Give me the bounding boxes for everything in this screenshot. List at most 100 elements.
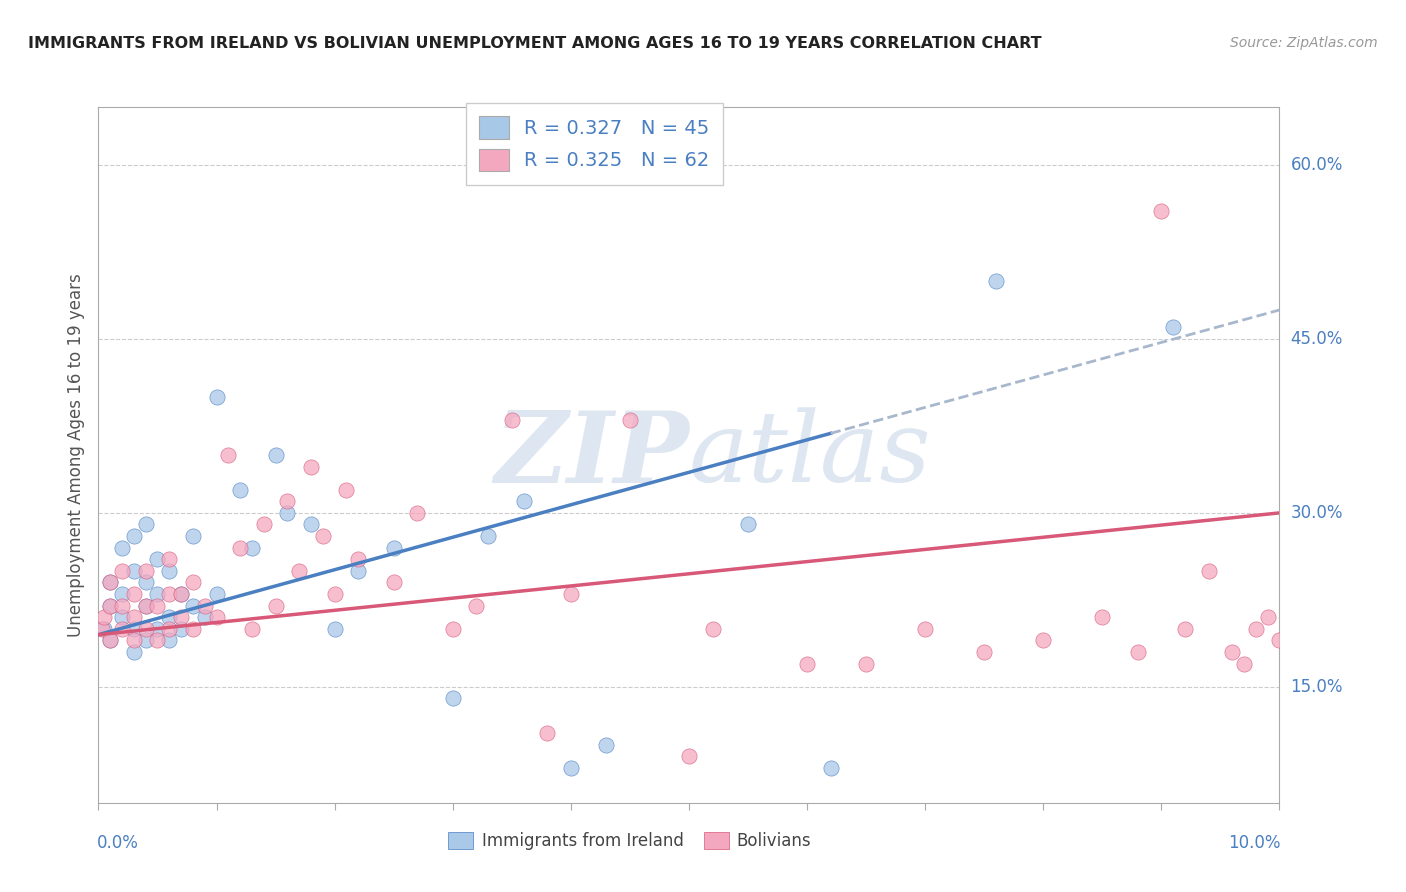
Point [135, 599, 157, 613]
Point [146, 622, 169, 636]
Point [98, 575, 121, 590]
Point [111, 610, 134, 624]
Text: 60.0%: 60.0% [1291, 156, 1343, 174]
Point [288, 564, 311, 578]
Point [122, 622, 145, 636]
Point [619, 413, 641, 427]
Point [253, 517, 276, 532]
Point [135, 599, 157, 613]
Text: 10.0%: 10.0% [1229, 834, 1281, 852]
Point [820, 761, 842, 775]
Point [98, 633, 121, 648]
Point [146, 633, 169, 648]
Point [111, 564, 134, 578]
Point [1257, 610, 1279, 624]
Point [276, 494, 298, 508]
Point [512, 494, 534, 508]
Point [122, 529, 145, 543]
Point [205, 390, 228, 404]
Point [181, 622, 204, 636]
Point [98, 599, 121, 613]
Y-axis label: Unemployment Among Ages 16 to 19 years: Unemployment Among Ages 16 to 19 years [66, 273, 84, 637]
Point [194, 610, 217, 624]
Point [595, 738, 617, 752]
Point [170, 610, 193, 624]
Point [122, 633, 145, 648]
Point [98, 599, 121, 613]
Point [157, 622, 180, 636]
Text: 45.0%: 45.0% [1291, 330, 1343, 348]
Text: Source: ZipAtlas.com: Source: ZipAtlas.com [1230, 36, 1378, 50]
Point [347, 552, 370, 566]
Point [122, 587, 145, 601]
Point [737, 517, 759, 532]
Text: 15.0%: 15.0% [1291, 678, 1343, 696]
Text: IMMIGRANTS FROM IRELAND VS BOLIVIAN UNEMPLOYMENT AMONG AGES 16 TO 19 YEARS CORRE: IMMIGRANTS FROM IRELAND VS BOLIVIAN UNEM… [28, 36, 1042, 51]
Point [264, 599, 287, 613]
Point [276, 506, 298, 520]
Point [181, 599, 204, 613]
Point [111, 541, 134, 555]
Point [501, 413, 523, 427]
Point [146, 587, 169, 601]
Point [1220, 645, 1243, 659]
Point [111, 622, 134, 636]
Point [299, 459, 322, 474]
Point [1091, 610, 1114, 624]
Point [111, 599, 134, 613]
Point [477, 529, 499, 543]
Point [122, 610, 145, 624]
Point [702, 622, 724, 636]
Text: 0.0%: 0.0% [97, 834, 139, 852]
Point [382, 541, 405, 555]
Point [157, 587, 180, 601]
Point [1150, 204, 1173, 219]
Text: atlas: atlas [689, 408, 932, 502]
Point [170, 587, 193, 601]
Point [323, 587, 346, 601]
Point [465, 599, 488, 613]
Point [536, 726, 558, 740]
Point [135, 575, 157, 590]
Point [312, 529, 335, 543]
Point [299, 517, 322, 532]
Point [170, 587, 193, 601]
Point [347, 564, 370, 578]
Point [98, 575, 121, 590]
Point [973, 645, 995, 659]
Point [205, 587, 228, 601]
Point [560, 587, 582, 601]
Point [560, 761, 582, 775]
Point [240, 541, 263, 555]
Point [984, 274, 1007, 288]
Point [914, 622, 936, 636]
Point [170, 622, 193, 636]
Point [1174, 622, 1197, 636]
Point [229, 483, 252, 497]
Point [135, 622, 157, 636]
Point [93, 610, 115, 624]
Point [135, 564, 157, 578]
Point [135, 633, 157, 648]
Point [1244, 622, 1267, 636]
Point [135, 517, 157, 532]
Point [122, 564, 145, 578]
Point [441, 622, 464, 636]
Point [98, 633, 121, 648]
Point [157, 610, 180, 624]
Point [382, 575, 405, 590]
Point [157, 564, 180, 578]
Point [217, 448, 239, 462]
Point [146, 599, 169, 613]
Point [194, 599, 217, 613]
Point [1126, 645, 1149, 659]
Text: ZIP: ZIP [494, 407, 689, 503]
Point [1268, 633, 1291, 648]
Point [335, 483, 357, 497]
Point [181, 529, 204, 543]
Point [1032, 633, 1054, 648]
Point [441, 691, 464, 706]
Point [1198, 564, 1220, 578]
Point [1161, 320, 1184, 334]
Point [91, 622, 114, 636]
